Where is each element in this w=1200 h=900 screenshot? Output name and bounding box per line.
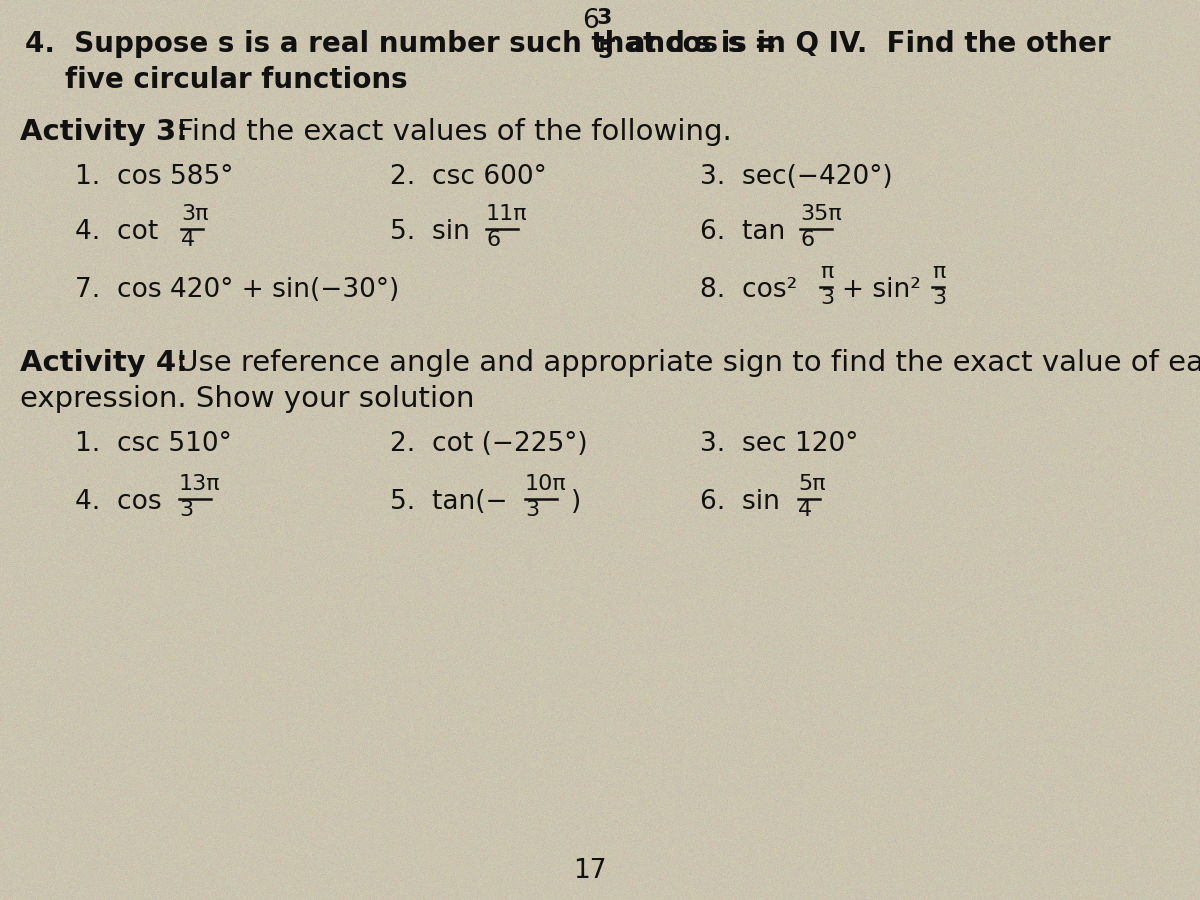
Text: + sin²: + sin² [842,277,920,303]
Text: 3: 3 [820,288,834,308]
Text: 4.  Suppose s is a real number such that cos s =: 4. Suppose s is a real number such that … [25,30,778,58]
Text: 6.  tan: 6. tan [700,219,785,245]
Text: five circular functions: five circular functions [65,66,408,94]
Text: 7.  cos 420° + sin(−30°): 7. cos 420° + sin(−30°) [74,277,400,303]
Text: 6.  sin: 6. sin [700,489,780,515]
Text: 6: 6 [582,8,599,34]
Text: 17: 17 [574,858,607,884]
Text: 6: 6 [800,230,814,250]
Text: π: π [820,262,833,282]
Text: 1.  csc 510°: 1. csc 510° [74,431,232,457]
Text: 3π: 3π [181,204,209,224]
Text: expression. Show your solution: expression. Show your solution [20,385,474,413]
Text: 10π: 10π [526,474,566,494]
Text: Activity 4:: Activity 4: [20,349,187,377]
Text: 13π: 13π [179,474,221,494]
Text: 35π: 35π [800,204,841,224]
Text: 2.  csc 600°: 2. csc 600° [390,164,547,190]
Text: Activity 3:: Activity 3: [20,118,188,146]
Text: 4: 4 [798,500,812,520]
Text: Use reference angle and appropriate sign to find the exact value of each: Use reference angle and appropriate sign… [168,349,1200,377]
Text: 2.  cot (−225°): 2. cot (−225°) [390,431,588,457]
Text: ): ) [571,489,581,515]
Text: Find the exact values of the following.: Find the exact values of the following. [168,118,732,146]
Text: 3.  sec(−420°): 3. sec(−420°) [700,164,893,190]
Text: and s is in Q IV.  Find the other: and s is in Q IV. Find the other [617,30,1111,58]
Text: 4: 4 [181,230,196,250]
Text: 1.  cos 585°: 1. cos 585° [74,164,233,190]
Text: 8.  cos²: 8. cos² [700,277,797,303]
Text: 4.  cot: 4. cot [74,219,158,245]
Text: 5: 5 [598,42,612,62]
Text: 3: 3 [526,500,539,520]
Text: 3: 3 [179,500,193,520]
Text: 5.  sin: 5. sin [390,219,470,245]
Text: 5π: 5π [798,474,826,494]
Text: 11π: 11π [486,204,528,224]
Text: 3: 3 [932,288,946,308]
Text: π: π [932,262,946,282]
Text: 3: 3 [598,8,612,28]
Text: 5.  tan(−: 5. tan(− [390,489,508,515]
Text: 6: 6 [486,230,500,250]
Text: 3.  sec 120°: 3. sec 120° [700,431,858,457]
Text: 4.  cos: 4. cos [74,489,162,515]
